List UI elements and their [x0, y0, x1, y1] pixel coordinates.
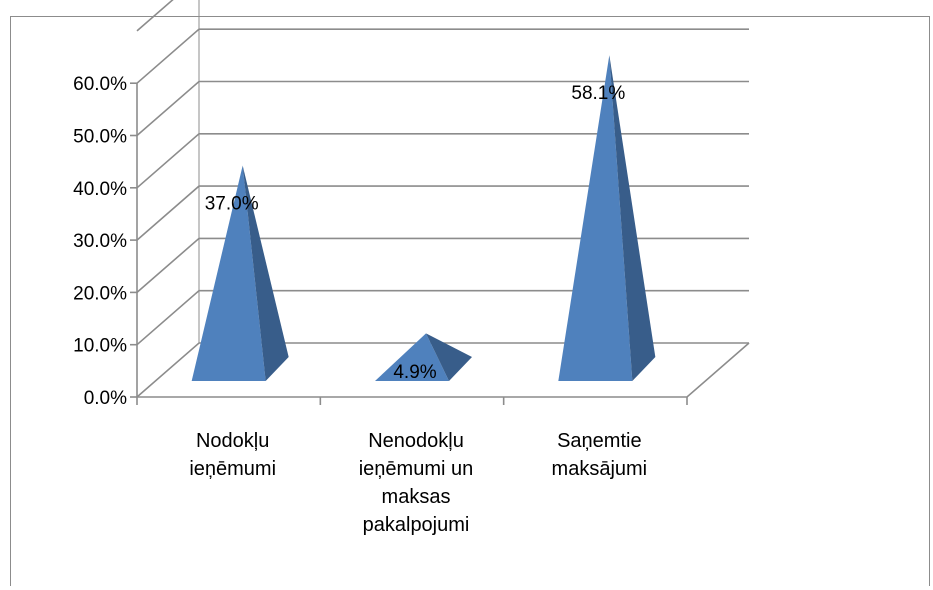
gridline: [136, 80, 749, 137]
gridline: [136, 28, 749, 84]
y-tick-label: 50.0%: [73, 127, 127, 148]
gridline: [136, 0, 174, 32]
pyramid-side-face: [242, 165, 289, 381]
y-tick-label: 0.0%: [84, 388, 127, 409]
axes: [130, 82, 750, 405]
y-tick-label: 30.0%: [73, 231, 127, 252]
pyramid-front-face: [191, 165, 266, 381]
data-label: 4.9%: [393, 362, 436, 383]
pyramid-front-face: [558, 55, 633, 382]
category-label: maksājumi: [552, 458, 648, 480]
category-label: Nodokļu: [196, 430, 269, 452]
data-label: 37.0%: [205, 193, 259, 214]
gridlines: [136, 0, 749, 398]
category-label: maksas: [382, 486, 451, 508]
pyramid-side-face: [426, 333, 472, 381]
y-tick-label: 60.0%: [73, 74, 127, 95]
category-label: ieņēmumi un: [359, 458, 474, 480]
y-tick-label: 10.0%: [73, 336, 127, 357]
data-label: 58.1%: [571, 83, 625, 104]
y-tick-label: 20.0%: [73, 283, 127, 304]
category-label: ieņēmumi: [189, 458, 276, 480]
pyramid-front-face: [375, 333, 449, 381]
category-label: Saņemtie: [557, 430, 642, 452]
labels: 0.0% 10.0% 20.0% 30.0% 40.0% 50.0% 60.0% 37.0% 4…: [73, 74, 647, 536]
chart-frame: [10, 16, 930, 586]
gridline: [136, 133, 749, 189]
category-label: Nenodokļu: [368, 430, 464, 452]
pyramid-side-face: [609, 55, 656, 382]
pyramids: [191, 55, 656, 382]
y-tick-label: 40.0%: [73, 179, 127, 200]
category-label: pakalpojumi: [363, 514, 470, 536]
